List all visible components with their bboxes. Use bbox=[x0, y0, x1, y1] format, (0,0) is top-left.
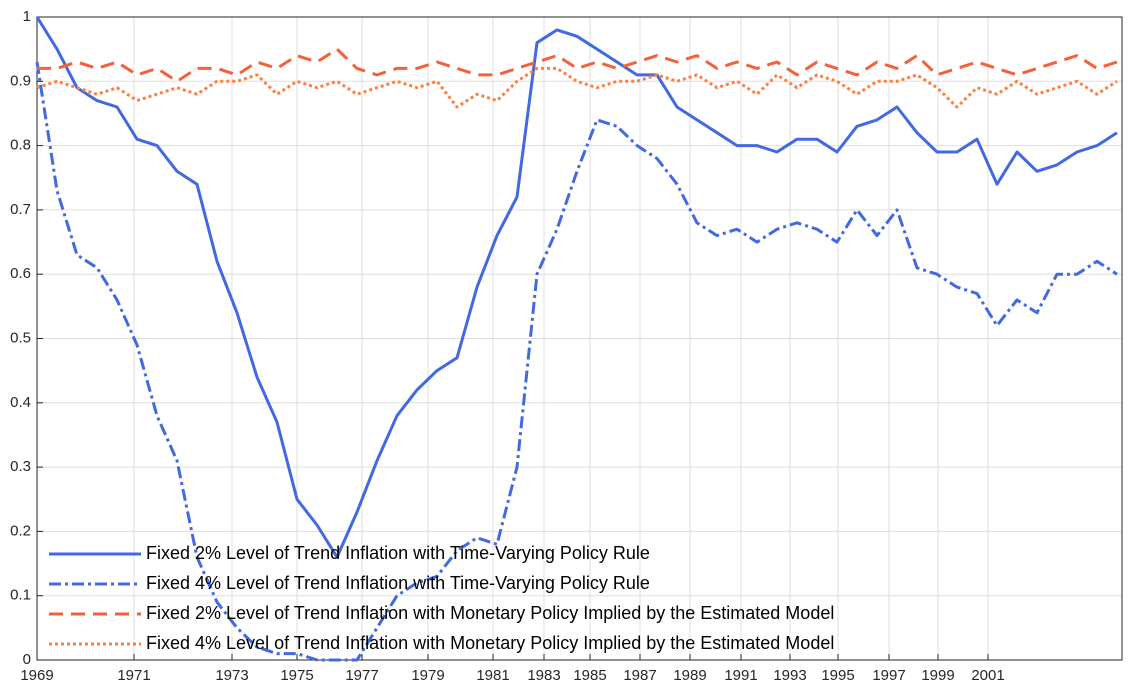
x-tick-label: 1985 bbox=[573, 667, 606, 684]
y-tick-label: 0.2 bbox=[10, 522, 31, 539]
legend-label: Fixed 2% Level of Trend Inflation with T… bbox=[146, 543, 650, 563]
legend-label: Fixed 4% Level of Trend Inflation with M… bbox=[146, 633, 834, 653]
x-tick-label: 1999 bbox=[921, 667, 954, 684]
y-tick-label: 1 bbox=[23, 8, 31, 25]
legend-label: Fixed 2% Level of Trend Inflation with M… bbox=[146, 603, 834, 623]
x-tick-label: 1981 bbox=[476, 667, 509, 684]
x-tick-label: 1969 bbox=[20, 667, 53, 684]
x-tick-label: 2001 bbox=[971, 667, 1004, 684]
x-tick-label: 1979 bbox=[411, 667, 444, 684]
y-tick-label: 0.9 bbox=[10, 72, 31, 89]
series-line bbox=[36, 66, 1118, 109]
x-tick-label: 1991 bbox=[724, 667, 757, 684]
series-line bbox=[35, 61, 1118, 662]
legend-label: Fixed 4% Level of Trend Inflation with T… bbox=[146, 573, 650, 593]
x-tick-label: 1987 bbox=[623, 667, 656, 684]
x-tick-label: 1973 bbox=[215, 667, 248, 684]
y-tick-label: 0.1 bbox=[10, 587, 31, 604]
y-tick-label: 0.4 bbox=[10, 394, 31, 411]
axes-box bbox=[36, 16, 1123, 661]
x-tick-label: 1977 bbox=[345, 667, 378, 684]
x-tick-label: 1997 bbox=[872, 667, 905, 684]
y-tick-label: 0.8 bbox=[10, 137, 31, 154]
y-tick-label: 0 bbox=[23, 651, 31, 668]
x-tick-label: 1983 bbox=[527, 667, 560, 684]
y-tick-label: 0.6 bbox=[10, 265, 31, 282]
x-tick-label: 1971 bbox=[117, 667, 150, 684]
y-tick-label: 0.5 bbox=[10, 329, 31, 346]
x-tick-label: 1989 bbox=[673, 667, 706, 684]
y-tick-label: 0.7 bbox=[10, 201, 31, 218]
x-tick-label: 1975 bbox=[280, 667, 313, 684]
x-tick-label: 1995 bbox=[821, 667, 854, 684]
series-line bbox=[35, 16, 1118, 559]
x-tick-label: 1993 bbox=[773, 667, 806, 684]
y-tick-label: 0.3 bbox=[10, 458, 31, 475]
